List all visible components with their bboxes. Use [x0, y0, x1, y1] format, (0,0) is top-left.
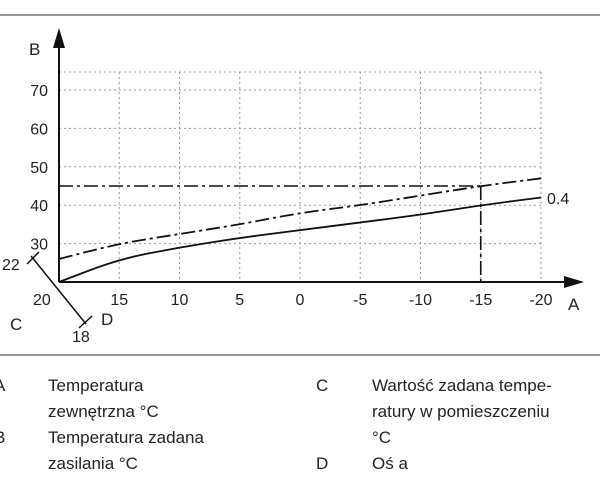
shift-axis-letter-d: D	[101, 310, 113, 329]
y-tick-label: 60	[30, 121, 48, 138]
shift-axis-letter-c: C	[10, 315, 22, 334]
legend-text-b: Temperatura zadana zasilania °C	[48, 428, 204, 473]
legend-text-a: Temperatura zewnętrzna °C	[48, 376, 159, 421]
shift-axis-value-bottom: 18	[72, 329, 90, 346]
y-tick-label: 40	[30, 198, 48, 215]
x-axis-arrow	[564, 276, 584, 288]
x-tick-label: 0	[296, 292, 305, 309]
heating-curve-dash-dot	[58, 177, 542, 260]
curves	[58, 177, 542, 283]
legend-text-c: Wartość zadana tempe- ratury w pomieszcz…	[372, 376, 552, 447]
shift-axis-tick-bottom	[78, 315, 93, 329]
reference-lines	[59, 185, 482, 282]
x-tick-label: -20	[529, 292, 552, 309]
shift-axis-line	[30, 255, 87, 325]
x-axis-letter: A	[568, 295, 580, 314]
y-tick-label: 70	[30, 83, 48, 100]
y-tick-label: 50	[30, 160, 48, 177]
x-tick-label: 10	[171, 292, 189, 309]
y-axis-arrow	[53, 28, 65, 48]
legend-text-d: Oś a	[372, 454, 408, 473]
x-tick-label: 15	[110, 292, 128, 309]
x-tick-label: -5	[353, 292, 367, 309]
heating-curve-solid	[58, 196, 542, 283]
legend-key-c: C	[316, 376, 329, 395]
legend-key-b: B	[0, 425, 5, 451]
x-tick-label: -10	[409, 292, 432, 309]
x-origin-label: 20	[33, 292, 51, 309]
series-label-0-4: 0.4	[547, 191, 569, 208]
x-tick-label: 5	[235, 292, 244, 309]
shift-axis-value-top: 22	[2, 257, 20, 274]
shift-axis-tick-top	[26, 251, 40, 265]
grid	[59, 71, 542, 282]
legend-key-d: D	[316, 454, 329, 473]
y-tick-label: 30	[30, 237, 48, 254]
legend-key-a: A	[0, 373, 5, 399]
legend: A Temperatura zewnętrzna °C B Temperatur…	[0, 373, 600, 473]
y-axis-letter: B	[29, 40, 40, 59]
x-tick-label: -15	[469, 292, 492, 309]
